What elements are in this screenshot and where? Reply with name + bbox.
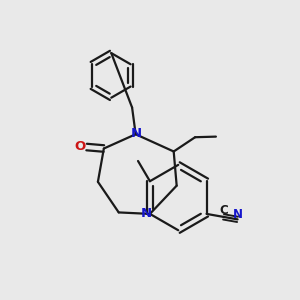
Text: C: C	[220, 204, 229, 217]
Text: O: O	[74, 140, 86, 153]
Text: N: N	[233, 208, 243, 221]
Text: N: N	[140, 206, 152, 220]
Text: N: N	[131, 127, 142, 140]
